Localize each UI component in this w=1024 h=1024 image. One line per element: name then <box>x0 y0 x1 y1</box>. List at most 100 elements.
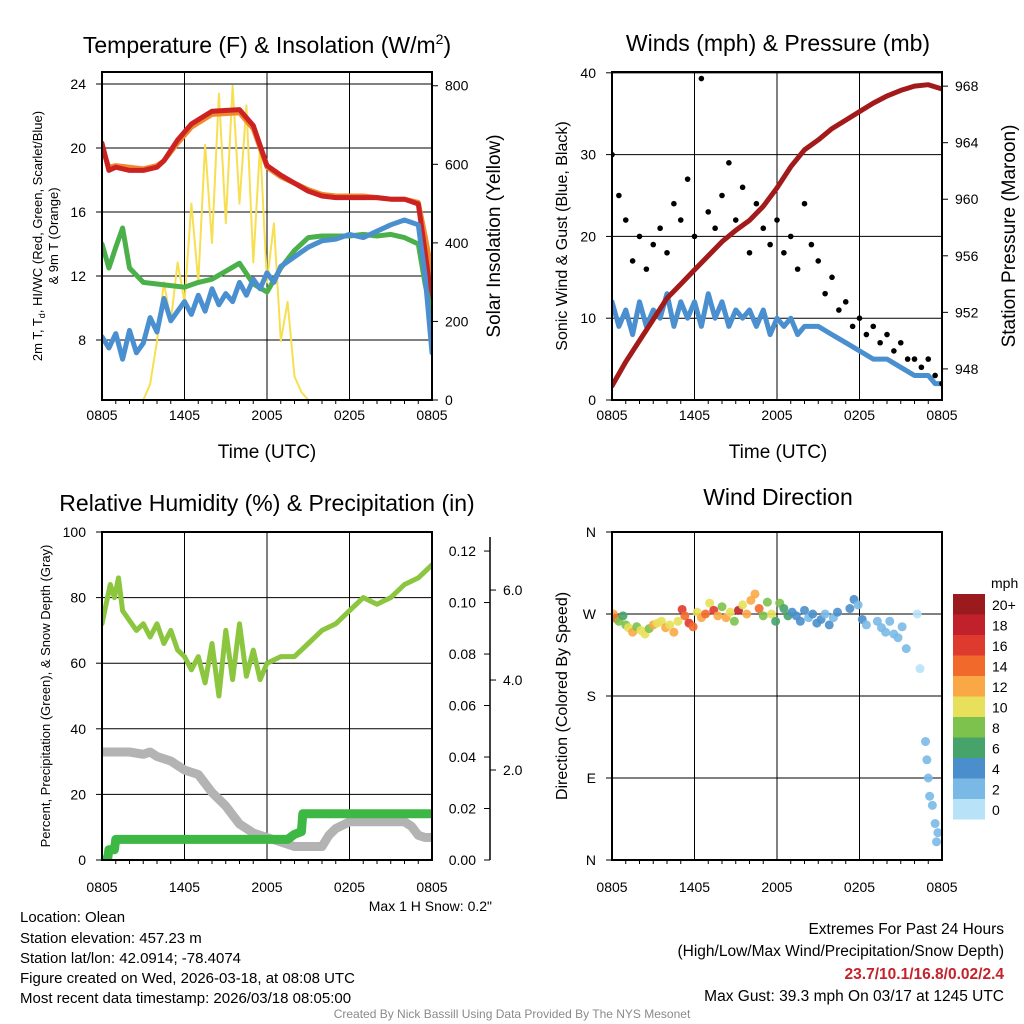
precip-tick-label: 0.04 <box>449 749 476 765</box>
wind-plot: 0805 1405 2005 0205 080501020304094895295696… <box>580 65 978 423</box>
max-gust-text: Max Gust: 39.3 mph On 03/17 at 1245 UTC <box>704 988 1004 1005</box>
y-tick-label: 100 <box>63 524 87 540</box>
direction-point <box>717 602 727 612</box>
legend-swatch <box>953 635 985 656</box>
direction-point <box>808 609 818 619</box>
y2-tick-label: 960 <box>955 191 979 207</box>
2m-t-line <box>102 107 432 306</box>
legend-label: 12 <box>992 679 1008 695</box>
temp-plot-frame <box>101 71 433 401</box>
snow-tick-label: 6.0 <box>503 582 523 598</box>
direction-point <box>758 611 768 621</box>
y-tick-label: 16 <box>70 204 86 220</box>
direction-plot: 0805 1405 2005 0205 0805NESWNmph20+181614121… <box>583 524 1018 895</box>
gust-point <box>732 217 739 223</box>
gust-point <box>760 225 767 232</box>
wind-y2-axis-label: Station Pressure (Maroon) <box>999 125 1020 348</box>
x-tick-label: 2005 <box>761 407 792 423</box>
direction-point <box>618 611 628 621</box>
gust-point <box>870 323 877 330</box>
direction-point <box>767 609 776 619</box>
gust-point <box>636 233 643 240</box>
x-tick-label: 0205 <box>334 407 365 423</box>
direction-point <box>742 609 752 619</box>
direction-point <box>713 611 723 621</box>
legend-swatch <box>953 614 985 635</box>
legend-swatch <box>953 758 985 779</box>
y2-tick-label: 964 <box>955 135 979 151</box>
gust-point <box>671 200 677 207</box>
direction-point <box>680 611 690 621</box>
direction-point <box>833 607 842 617</box>
y2-tick-label: 600 <box>445 156 469 172</box>
y2-tick-label: 800 <box>445 78 469 94</box>
gust-point <box>684 176 691 182</box>
gust-point <box>822 290 828 297</box>
precip-tick-label: 0.10 <box>449 595 476 611</box>
rh-plot: 0805 1405 2005 0205 08050204060801000.000.02… <box>63 524 523 895</box>
x-tick-label: 1405 <box>169 879 200 895</box>
snow-tick-label: 4.0 <box>503 672 523 688</box>
direction-point <box>824 620 834 630</box>
rh-chart-title: Relative Humidity (%) & Precipitation (i… <box>59 490 474 516</box>
y-tick-label: N <box>586 524 596 540</box>
direction-point <box>845 604 855 614</box>
relative-humidity-line <box>102 562 432 699</box>
direction-point <box>885 616 895 626</box>
legend-label: 10 <box>992 700 1008 716</box>
legend-swatch <box>953 778 985 799</box>
x-tick-label: 1405 <box>169 407 200 423</box>
gust-point <box>781 249 787 256</box>
speed-colorbar-legend: mph 20+ 18 16 14 12 10 8 6 4 2 0 <box>953 575 1018 820</box>
direction-point <box>901 644 911 654</box>
legend-title: mph <box>991 575 1018 591</box>
gust-point <box>891 348 897 354</box>
gust-point <box>657 225 663 232</box>
temp-data <box>102 84 432 400</box>
gust-point <box>877 339 883 346</box>
y-tick-label: 80 <box>70 590 86 606</box>
y-tick-label: 20 <box>70 786 86 802</box>
legend-swatch <box>953 655 985 676</box>
legend-swatch <box>953 594 985 615</box>
gust-point <box>616 192 622 199</box>
precip-tick-label: 0.06 <box>449 698 476 714</box>
direction-point <box>725 607 735 617</box>
y2-tick-label: 952 <box>955 304 979 320</box>
direction-point <box>665 620 675 630</box>
y-tick-label: 30 <box>580 147 596 163</box>
direction-point <box>915 664 925 674</box>
direction-point <box>861 620 871 630</box>
legend-label: 8 <box>992 720 1000 736</box>
x-tick-label: 0205 <box>844 879 875 895</box>
created-text: Figure created on Wed, 2026-03-18, at 08… <box>20 970 355 987</box>
y-tick-label: 40 <box>580 65 596 81</box>
direction-point <box>750 589 760 599</box>
temp-y-axis-label-line2: & 9m T (Orange) <box>46 187 61 284</box>
direction-point <box>800 605 809 615</box>
extremes-values: 23.7/10.1/16.8/0.02/2.4 <box>845 966 1005 983</box>
gust-point <box>904 356 911 362</box>
wind-chart-title: Winds (mph) & Pressure (mb) <box>626 30 930 56</box>
direction-point <box>912 609 922 619</box>
x-tick-label: 0805 <box>596 407 627 423</box>
recent-data-text: Most recent data timestamp: 2026/03/18 0… <box>20 990 351 1007</box>
direction-plot-frame <box>611 531 943 861</box>
legend-label: 4 <box>992 761 1000 777</box>
direction-point <box>897 622 907 632</box>
direction-point <box>738 600 748 610</box>
rh-data <box>102 562 432 860</box>
gust-point <box>726 159 732 166</box>
gust-point <box>856 315 863 322</box>
gust-point <box>677 217 684 223</box>
direction-chart-title: Wind Direction <box>703 484 853 510</box>
gust-point <box>849 323 856 330</box>
direction-point <box>688 622 698 632</box>
gust-point <box>767 241 773 248</box>
y-tick-label: 12 <box>70 268 86 284</box>
rh-y-axis-label: Percent, Precipitation (Green), & Snow D… <box>38 545 53 848</box>
gust-point <box>897 339 904 346</box>
gust-point <box>863 331 870 338</box>
direction-point <box>921 737 930 747</box>
